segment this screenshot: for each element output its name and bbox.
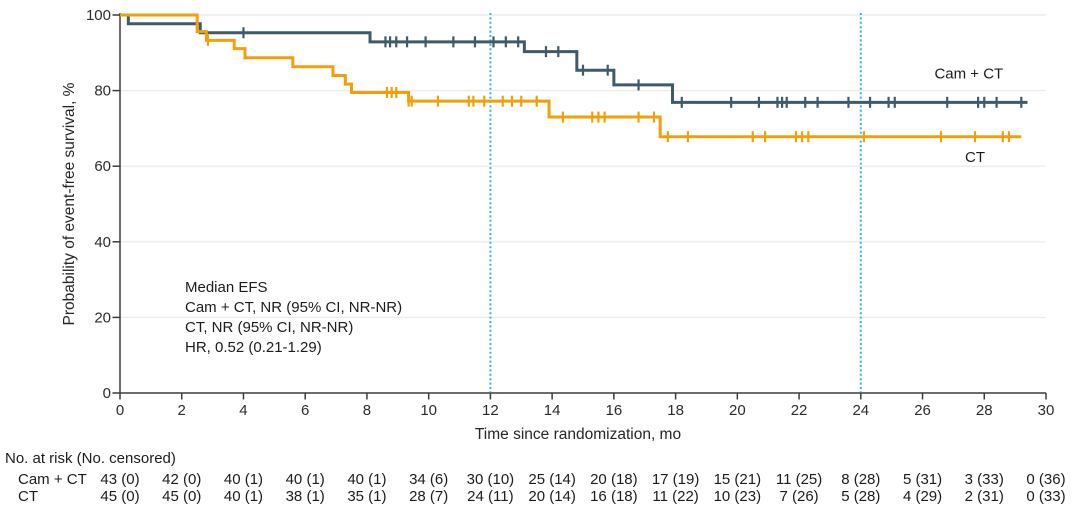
- risk-cell: 0 (36): [1026, 471, 1066, 488]
- risk-cell: 34 (6): [409, 471, 449, 488]
- annotation-line-hr: HR, 0.52 (0.21-1.29): [185, 339, 322, 356]
- risk-cell: 5 (28): [841, 488, 881, 505]
- annotation-line-median-efs: Median EFS: [185, 279, 268, 296]
- risk-cell: 28 (7): [409, 488, 449, 505]
- x-tick-label-0: 0: [116, 402, 124, 419]
- x-tick-label-20: 20: [729, 402, 746, 419]
- y-tick-label-0: 0: [103, 385, 111, 402]
- y-tick-label-20: 20: [94, 309, 111, 326]
- x-tick-label-14: 14: [544, 402, 561, 419]
- risk-cell: 20 (14): [528, 488, 576, 505]
- risk-row-label-cam-ct: Cam + CT: [18, 471, 87, 488]
- x-tick-label-30: 30: [1038, 402, 1055, 419]
- risk-cell: 25 (14): [528, 471, 576, 488]
- y-tick-label-40: 40: [94, 234, 111, 251]
- x-tick-label-24: 24: [852, 402, 869, 419]
- risk-cell: 38 (1): [285, 488, 325, 505]
- curve-label-cam-ct: Cam + CT: [934, 66, 1003, 83]
- x-tick-label-18: 18: [667, 402, 684, 419]
- y-tick-label-100: 100: [86, 7, 111, 24]
- risk-cell: 10 (23): [713, 488, 762, 505]
- risk-cell: 24 (11): [467, 488, 514, 505]
- risk-cell: 3 (33): [964, 471, 1004, 488]
- curve-label-ct: CT: [965, 149, 985, 166]
- risk-cell: 40 (1): [223, 488, 264, 505]
- risk-cell: 11 (25): [775, 471, 823, 488]
- risk-row-label-ct: CT: [18, 488, 38, 505]
- risk-cell: 2 (31): [964, 488, 1004, 505]
- risk-cell: 8 (28): [841, 471, 881, 488]
- annotation-line-ct: CT, NR (95% CI, NR-NR): [185, 319, 354, 336]
- risk-cell: 42 (0): [162, 471, 202, 488]
- risk-cell: 45 (0): [162, 488, 202, 505]
- x-tick-label-8: 8: [363, 402, 371, 419]
- risk-cell: 7 (26): [779, 488, 819, 505]
- y-tick-label-60: 60: [94, 158, 111, 175]
- y-tick-label-80: 80: [94, 83, 111, 100]
- risk-cell: 11 (22): [652, 488, 699, 505]
- risk-cell: 5 (31): [902, 471, 943, 488]
- annotation-line-camct: Cam + CT, NR (95% CI, NR-NR): [185, 299, 403, 316]
- x-axis-title: Time since randomization, mo: [474, 426, 682, 443]
- risk-cell: 43 (0): [100, 471, 140, 488]
- risk-cell: 35 (1): [347, 488, 387, 505]
- risk-cell: 45 (0): [100, 488, 140, 505]
- x-tick-label-4: 4: [239, 402, 247, 419]
- risk-cell: 0 (33): [1026, 488, 1066, 505]
- risk-cell: 40 (1): [347, 471, 387, 488]
- x-tick-label-6: 6: [301, 402, 309, 419]
- risk-cell: 20 (18): [590, 471, 638, 488]
- x-tick-label-2: 2: [178, 402, 186, 419]
- risk-cell: 17 (19): [651, 471, 700, 488]
- x-tick-label-22: 22: [791, 402, 808, 419]
- km-curve-ct: [120, 13, 1022, 139]
- median-efs-annotation: Median EFS Cam + CT, NR (95% CI, NR-NR) …: [185, 278, 402, 358]
- km-curve-cam-ct: [120, 13, 1028, 104]
- x-tick-label-10: 10: [420, 402, 437, 419]
- risk-table-header: No. at risk (No. censored): [5, 450, 176, 467]
- risk-cell: 4 (29): [902, 488, 943, 505]
- x-tick-label-12: 12: [482, 402, 499, 419]
- x-tick-label-16: 16: [606, 402, 623, 419]
- risk-cell: 30 (10): [466, 471, 515, 488]
- risk-cell: 16 (18): [590, 488, 638, 505]
- x-tick-label-28: 28: [976, 402, 993, 419]
- risk-cell: 40 (1): [285, 471, 325, 488]
- x-tick-label-26: 26: [914, 402, 931, 419]
- risk-cell: 15 (21): [713, 471, 762, 488]
- risk-cell: 40 (1): [223, 471, 264, 488]
